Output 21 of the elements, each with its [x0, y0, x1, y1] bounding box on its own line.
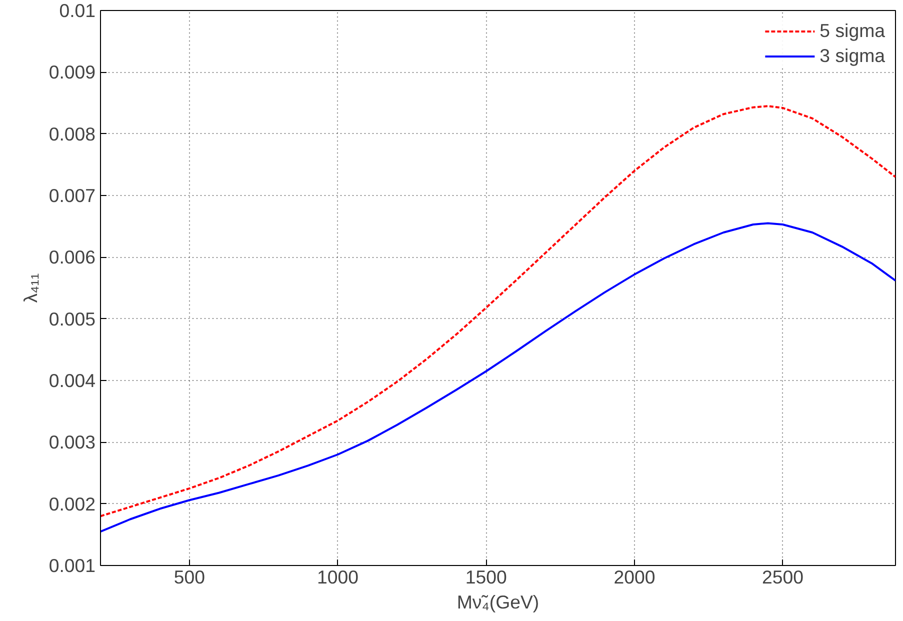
x-tick-label: 2500 — [762, 566, 804, 588]
x-tick-label: 2000 — [614, 566, 656, 588]
line-series — [100, 105, 896, 518]
x-axis-title: Mν̃₄(GeV) — [456, 592, 540, 612]
legend-label: 5 sigma — [820, 20, 885, 42]
x-tick-label: 1000 — [317, 566, 359, 588]
y-tick-label: 0.002 — [48, 493, 96, 514]
y-tick-label: 0.005 — [48, 308, 96, 330]
y-tick-label: 0.008 — [48, 123, 96, 144]
y-tick-label: 0.006 — [48, 246, 96, 268]
x-tick-label: 1500 — [465, 566, 507, 588]
y-tick-label: 0.004 — [48, 370, 96, 391]
x-tick-label: 500 — [174, 566, 206, 588]
y-tick-label: 0.003 — [48, 432, 96, 453]
y-tick-label: 0.007 — [48, 185, 96, 206]
line-series — [100, 222, 896, 533]
legend-label: 3 sigma — [820, 45, 885, 67]
y-tick-label: 0.009 — [48, 62, 96, 83]
y-tick-label: 0.01 — [59, 0, 96, 21]
y-tick-label: 0.001 — [48, 555, 96, 576]
y-axis-title: λ₄₁₁ — [20, 273, 41, 303]
